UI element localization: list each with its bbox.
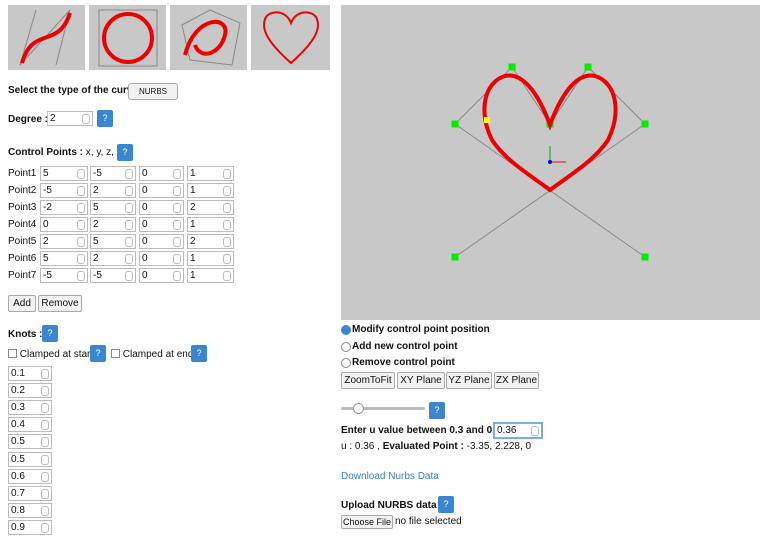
viewport[interactable] [341,5,760,320]
coord-input[interactable]: -5 [40,268,88,283]
point-label: Point2 : [8,185,42,196]
coord-input[interactable]: 1 [187,217,234,232]
coord-input[interactable]: 0 [139,200,184,215]
knot-input[interactable]: 0.2 [8,383,52,399]
point-label: Point1 : [8,168,42,179]
coord-input[interactable]: 0 [40,217,88,232]
control-point[interactable] [584,63,592,71]
thumbnail[interactable] [251,5,330,70]
knot-input[interactable]: 0.8 [8,502,52,518]
view-button[interactable]: XY Plane [397,372,445,389]
mode-label[interactable]: Modify control point position [352,324,490,335]
point-label: Point7 : [8,270,42,281]
knot-input[interactable]: 0.6 [8,468,52,484]
coord-input[interactable]: 1 [187,251,234,266]
coord-input[interactable]: 0 [139,166,184,181]
u-slider[interactable] [341,403,425,414]
help-button[interactable]: ? [117,144,133,161]
coord-input[interactable]: 2 [187,234,234,249]
thumbnail[interactable] [8,5,85,70]
mode-label[interactable]: Remove control point [352,357,455,368]
point-label: Point4 : [8,219,42,230]
readout: u : 0.36 , Evaluated Point : -3.35, 2.22… [341,441,531,452]
coord-input[interactable]: 5 [90,200,136,215]
file-status: no file selected [395,516,462,527]
add-button[interactable]: Add [8,295,36,312]
coord-input[interactable]: 5 [90,234,136,249]
u-readout: u : 0.36 , [341,441,380,452]
knot-input[interactable]: 0.7 [8,485,52,501]
coord-input[interactable]: 2 [90,183,136,198]
upload-label: Upload NURBS data : [341,500,443,511]
view-button[interactable]: YZ Plane [446,372,492,389]
control-point[interactable] [508,63,516,71]
control-point[interactable] [451,120,459,128]
help-button[interactable]: ? [191,345,207,362]
help-button[interactable]: ? [97,110,113,127]
knot-input[interactable]: 0.4 [8,417,52,433]
radio[interactable] [341,341,351,352]
coord-input[interactable]: 2 [90,251,136,266]
hint: x, y, z, w [85,147,124,158]
thumbnail[interactable] [170,5,247,70]
u-prompt: Enter u value between 0.3 and 0.7 : [341,425,507,436]
coord-input[interactable]: 0 [139,217,184,232]
help-button[interactable]: ? [42,325,58,342]
coord-input[interactable]: 2 [40,234,88,249]
coord-input[interactable]: 2 [90,217,136,232]
radio[interactable] [341,358,351,368]
help-button[interactable]: ? [438,496,454,513]
control-point[interactable] [641,120,649,128]
knot-input[interactable]: 0.9 [8,519,52,535]
radio[interactable] [341,325,351,335]
clamped-start[interactable]: Clamped at start [8,349,93,360]
knot-input[interactable]: 0.1 [8,366,52,381]
control-point[interactable] [641,253,649,261]
point-label: Evaluated Point : [382,441,464,452]
view-button[interactable]: ZX Plane [494,372,539,389]
coord-input[interactable]: -2 [40,200,88,215]
coord-input[interactable]: -5 [40,183,88,198]
point-label: Point5 : [8,236,42,247]
label: Clamped at end [122,349,194,360]
coord-input[interactable]: 5 [40,166,88,181]
coord-input[interactable]: 0 [139,183,184,198]
control-point[interactable] [451,253,459,261]
download-link[interactable]: Download Nurbs Data [341,471,439,482]
choose-file[interactable]: Choose File [341,515,393,529]
coord-input[interactable]: -5 [90,166,136,181]
view-button[interactable]: ZoomToFit [341,372,395,389]
u-input[interactable]: 0.36 [493,422,543,439]
thumbnail[interactable] [89,5,166,70]
point-value: -3.35, 2.228, 0 [466,441,532,452]
coord-input[interactable]: 0 [139,251,184,266]
coord-input[interactable]: 2 [187,200,234,215]
point-label: Point3 : [8,202,42,213]
coord-input[interactable]: -5 [90,268,136,283]
coord-input[interactable]: 0 [139,234,184,249]
knot-input[interactable]: 0.5 [8,451,52,467]
degree-label: Degree : [8,114,49,125]
clamped-end[interactable]: Clamped at end [111,349,193,360]
knot-input[interactable]: 0.5 [8,434,52,450]
coord-input[interactable]: 0 [139,268,184,283]
coord-input[interactable]: 1 [187,183,234,198]
knots-label: Knots : [8,329,43,340]
point-label: Point6 : [8,253,42,264]
coord-input[interactable]: 1 [187,166,234,181]
remove-button[interactable]: Remove [38,295,82,312]
knot-input[interactable]: 0.3 [8,400,52,416]
coord-input[interactable]: 5 [40,251,88,266]
mode-label[interactable]: Add new control point [352,340,458,352]
help-button[interactable]: ? [429,402,445,419]
coord-input[interactable]: 1 [187,268,234,283]
curve-type-select[interactable]: NURBS [128,83,178,100]
label: Clamped at start [19,349,94,360]
degree-input[interactable]: 2 [47,111,93,126]
curve-type-label: Select the type of the curve [8,85,139,96]
control-points-label: Control Points : x, y, z, w [8,147,124,158]
help-button[interactable]: ? [90,345,106,362]
